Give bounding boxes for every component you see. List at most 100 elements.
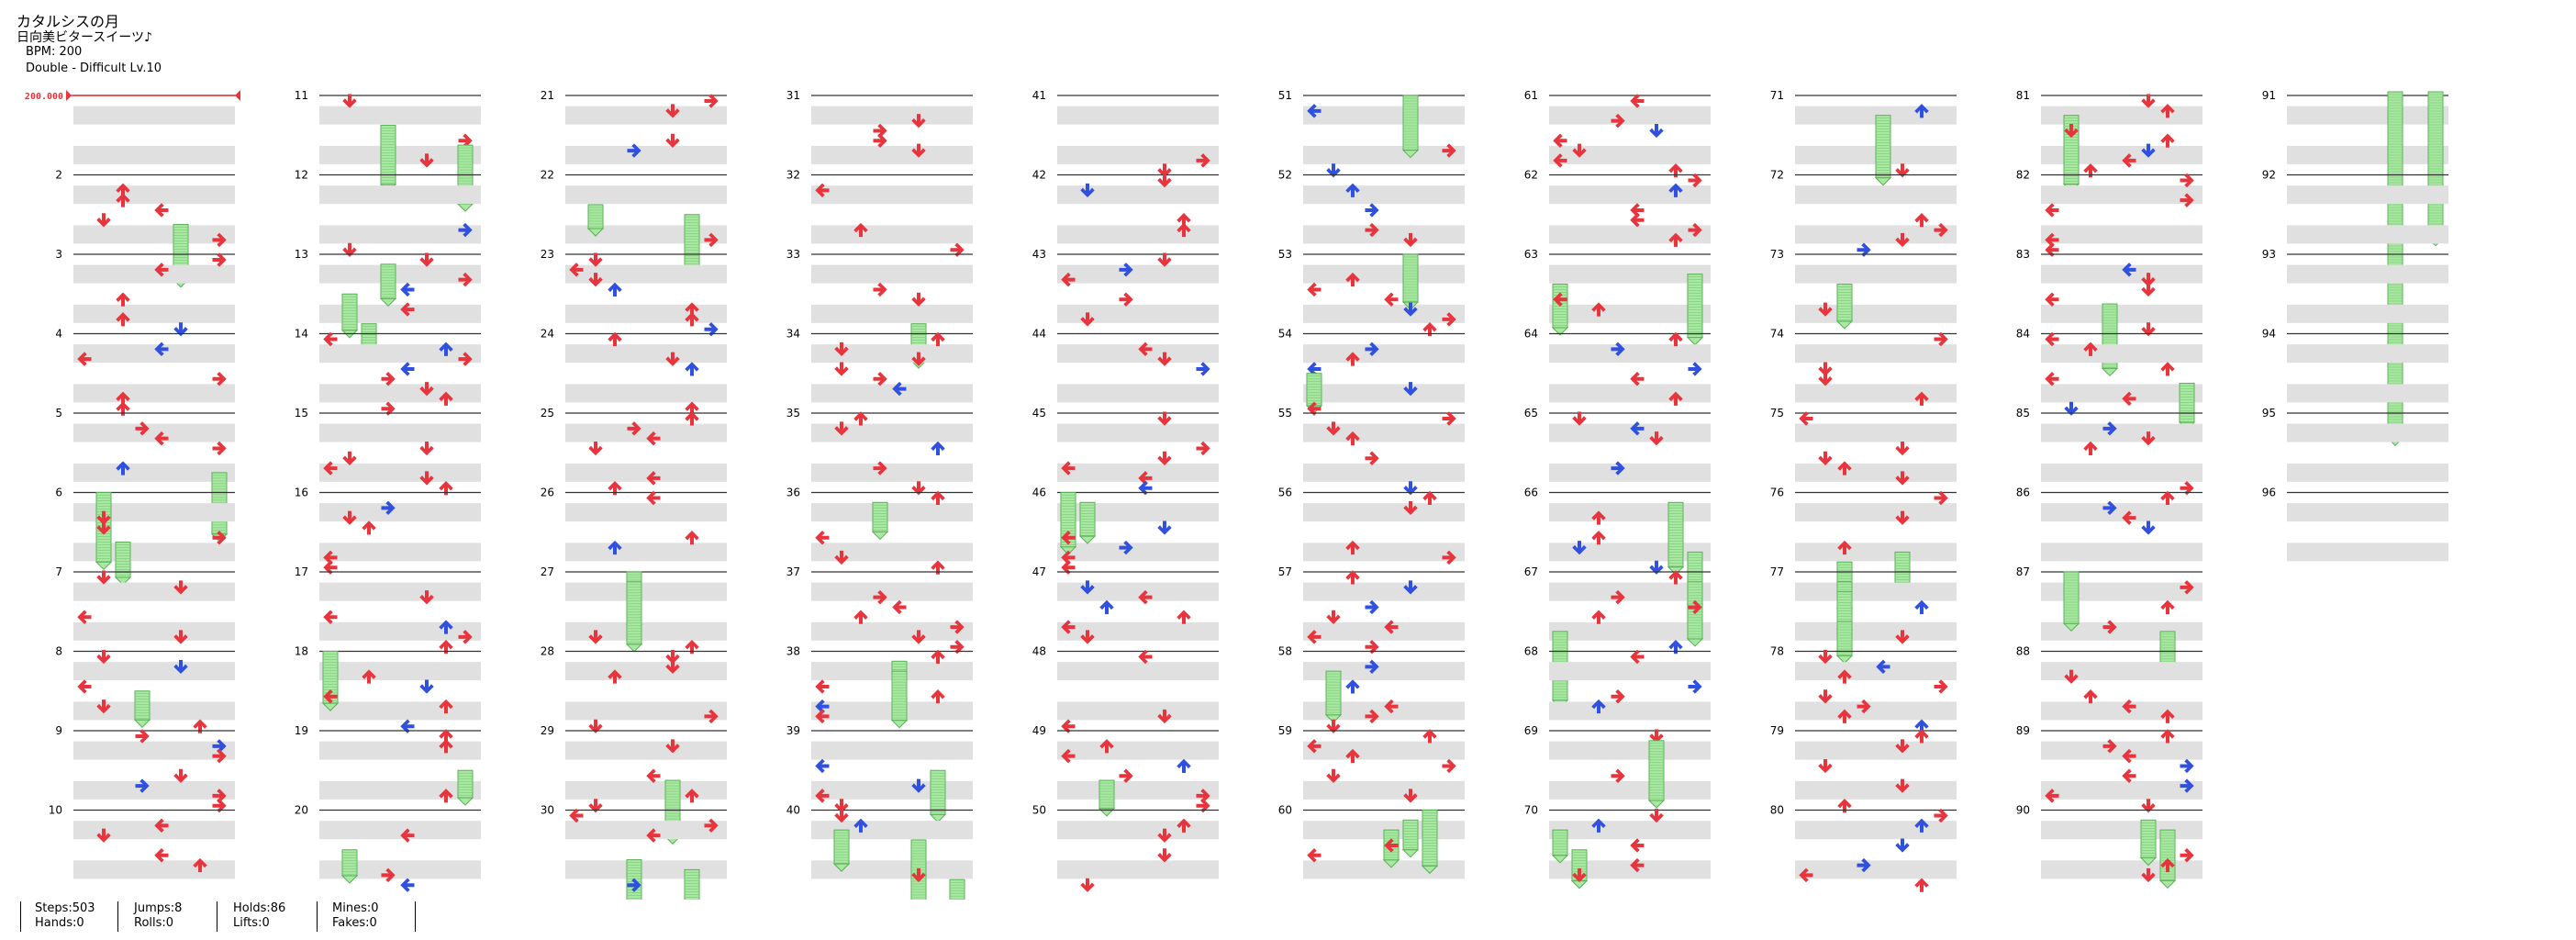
right-arrow-icon bbox=[1196, 441, 1210, 456]
right-arrow-icon bbox=[1119, 540, 1133, 555]
left-arrow-icon bbox=[2045, 242, 2059, 257]
measure-number: 42 bbox=[1032, 169, 1046, 182]
stat-jumps: Jumps:8 bbox=[134, 901, 183, 915]
up-arrow-icon bbox=[439, 739, 453, 754]
up-arrow-icon bbox=[685, 411, 699, 426]
stat-holds: Holds:86 bbox=[233, 901, 286, 915]
down-arrow-icon bbox=[2141, 282, 2156, 297]
right-arrow-icon bbox=[1688, 222, 1702, 238]
beat-stripe bbox=[1549, 145, 1711, 164]
down-arrow-icon bbox=[96, 213, 111, 228]
down-arrow-icon bbox=[419, 382, 434, 397]
measure-number: 43 bbox=[1032, 248, 1046, 261]
beat-stripe bbox=[1057, 384, 1219, 403]
measure-number: 54 bbox=[1278, 328, 1292, 341]
beat-stripe bbox=[1549, 582, 1711, 601]
up-arrow-icon bbox=[193, 719, 207, 733]
beat-stripe bbox=[73, 106, 235, 125]
right-arrow-icon bbox=[212, 372, 227, 386]
measure-number: 92 bbox=[2262, 169, 2276, 182]
right-arrow-icon bbox=[1196, 153, 1210, 168]
down-arrow-icon bbox=[2064, 401, 2079, 416]
beat-stripe bbox=[319, 780, 481, 800]
down-arrow-icon bbox=[173, 659, 188, 675]
up-arrow-icon bbox=[439, 789, 453, 803]
down-arrow-icon bbox=[1895, 838, 1910, 853]
right-arrow-icon bbox=[2180, 193, 2194, 207]
beat-stripe bbox=[1057, 106, 1219, 125]
down-arrow-icon bbox=[911, 114, 926, 129]
left-arrow-icon bbox=[1061, 620, 1076, 634]
measure-number: 5 bbox=[55, 407, 62, 420]
hold-note bbox=[133, 690, 151, 728]
down-arrow-icon bbox=[588, 630, 603, 644]
beat-stripe bbox=[1303, 106, 1465, 125]
hold-note bbox=[1835, 621, 1854, 665]
beat-stripe bbox=[2287, 145, 2448, 164]
beat-stripe bbox=[811, 423, 973, 442]
beat-stripe bbox=[1795, 582, 1957, 601]
down-arrow-icon bbox=[2064, 123, 2079, 139]
right-arrow-icon bbox=[2102, 739, 2117, 754]
left-arrow-icon bbox=[1630, 857, 1645, 873]
up-arrow-icon bbox=[1914, 599, 1929, 614]
beat-stripe bbox=[1057, 423, 1219, 442]
beat-stripe bbox=[1303, 741, 1465, 760]
beat-stripe bbox=[1549, 621, 1711, 641]
beat-stripe bbox=[319, 185, 481, 205]
beat-stripe bbox=[1057, 701, 1219, 721]
right-arrow-icon bbox=[704, 709, 719, 724]
bpm-marker-left-icon bbox=[66, 90, 72, 101]
down-arrow-icon bbox=[1895, 739, 1910, 754]
measure-number: 46 bbox=[1032, 487, 1046, 499]
down-arrow-icon bbox=[911, 292, 926, 307]
left-arrow-icon bbox=[1384, 292, 1399, 307]
beat-stripe bbox=[73, 701, 235, 721]
up-arrow-icon bbox=[685, 362, 699, 376]
up-arrow-icon bbox=[1591, 818, 1606, 833]
right-arrow-icon bbox=[1442, 550, 1456, 565]
left-arrow-icon bbox=[1307, 282, 1321, 297]
beat-stripe bbox=[565, 145, 727, 164]
beat-stripe bbox=[319, 463, 481, 482]
up-arrow-icon bbox=[1422, 490, 1437, 505]
left-arrow-icon bbox=[2122, 153, 2136, 168]
left-arrow-icon bbox=[1553, 133, 1567, 148]
right-arrow-icon bbox=[873, 589, 887, 605]
measure-number: 51 bbox=[1278, 89, 1292, 102]
down-arrow-icon bbox=[419, 679, 434, 694]
beat-stripe bbox=[2041, 780, 2202, 800]
right-arrow-icon bbox=[1442, 411, 1456, 426]
beat-stripe bbox=[1303, 344, 1465, 364]
measure-number: 80 bbox=[1770, 804, 1784, 817]
beat-stripe bbox=[1549, 741, 1711, 760]
up-arrow-icon bbox=[1668, 639, 1683, 655]
down-arrow-icon bbox=[1403, 481, 1418, 496]
beat-stripe bbox=[319, 543, 481, 562]
beat-stripe bbox=[73, 621, 235, 641]
beat-stripe bbox=[2041, 741, 2202, 760]
left-arrow-icon bbox=[1307, 630, 1321, 644]
measure-number: 94 bbox=[2262, 328, 2276, 341]
hold-note bbox=[456, 769, 474, 806]
right-arrow-icon bbox=[458, 630, 473, 644]
stepchart: 2345678910111213141516171819202122232425… bbox=[25, 89, 2448, 900]
down-arrow-icon bbox=[1895, 232, 1910, 248]
right-arrow-icon bbox=[1442, 143, 1456, 158]
measure-number: 16 bbox=[295, 487, 308, 499]
left-arrow-icon bbox=[646, 431, 661, 446]
left-arrow-icon bbox=[815, 183, 830, 198]
beat-stripe bbox=[2287, 225, 2448, 244]
left-arrow-icon bbox=[400, 719, 415, 733]
beat-stripe bbox=[319, 860, 481, 879]
left-arrow-icon bbox=[815, 758, 830, 774]
stats-divider bbox=[317, 901, 318, 932]
beat-stripe bbox=[1549, 304, 1711, 323]
left-arrow-icon bbox=[2122, 699, 2136, 714]
right-arrow-icon bbox=[135, 778, 150, 793]
measure-number: 63 bbox=[1524, 248, 1538, 261]
measure-number: 59 bbox=[1278, 724, 1292, 737]
hold-note bbox=[1324, 670, 1343, 723]
beat-stripe bbox=[1303, 264, 1465, 284]
measure-number: 86 bbox=[2016, 487, 2030, 499]
